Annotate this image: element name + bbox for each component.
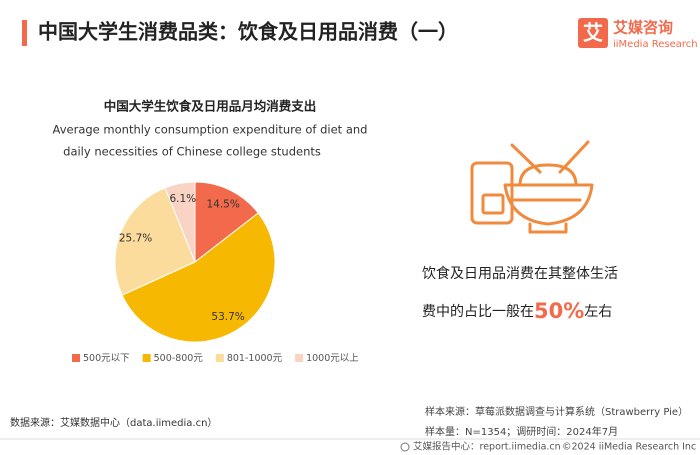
legend-swatch bbox=[142, 354, 151, 362]
slice-label: 53.7% bbox=[211, 311, 244, 323]
highlight-text: 费中的占比一般在 bbox=[422, 304, 534, 320]
logo-box bbox=[578, 18, 608, 48]
legend-label: 500元以下 bbox=[83, 353, 130, 364]
highlight-percent: 50% bbox=[534, 299, 584, 323]
highlight-text: 费中的占比一般在50%左右 bbox=[422, 299, 612, 323]
logo-mark: 艾 bbox=[583, 21, 603, 45]
logo-name: 艾媒咨询 bbox=[613, 19, 673, 37]
page-title: 中国大学生消费品类：饮食及日用品消费（一） bbox=[38, 20, 458, 44]
logo-sub: iiMedia Research bbox=[613, 39, 698, 50]
slice-label: 6.1% bbox=[169, 193, 196, 205]
highlight-text: 左右 bbox=[584, 304, 612, 320]
pie-slice bbox=[194, 181, 259, 264]
legend-label: 801-1000元 bbox=[227, 353, 283, 364]
food-icon bbox=[470, 140, 594, 234]
pie-slice bbox=[114, 187, 196, 296]
slice-label: 25.7% bbox=[119, 232, 152, 244]
legend-swatch bbox=[72, 354, 80, 362]
chart-subtitle: daily necessities of Chinese college stu… bbox=[63, 145, 321, 159]
sample-source: 样本来源：草莓派数据调查与计算系统（Strawberry Pie） bbox=[425, 405, 688, 418]
legend-label: 1000元以上 bbox=[306, 353, 359, 364]
footer-icon bbox=[400, 442, 410, 452]
legend-label: 500-800元 bbox=[154, 353, 204, 364]
highlight-text: 饮食及日用品消费在其整体生活 bbox=[422, 265, 618, 282]
sample-info: 样本量：N=1354；调研时间：2024年7月 bbox=[425, 425, 618, 438]
legend-swatch bbox=[215, 354, 224, 362]
legend-swatch bbox=[295, 354, 304, 362]
footer-copyright: ©2024 iiMedia Research Inc bbox=[562, 442, 696, 453]
slice-label: 14.5% bbox=[206, 199, 239, 211]
pie-chart: 14.5% 53.7% 25.7% 6.1% 500元以下 500-800元 801-100… bbox=[72, 181, 359, 364]
pie-slice bbox=[121, 212, 276, 343]
title-bar bbox=[22, 20, 27, 46]
footer-site: 艾媒报告中心：report.iimedia.cn bbox=[413, 441, 561, 453]
data-source: 数据来源：艾媒数据中心（data.iimedia.cn） bbox=[10, 416, 217, 429]
pie-slice bbox=[164, 181, 196, 263]
chart-title: 中国大学生饮食及日用品月均消费支出 bbox=[104, 99, 317, 114]
chart-subtitle: Average monthly consumption expenditure … bbox=[53, 123, 368, 137]
